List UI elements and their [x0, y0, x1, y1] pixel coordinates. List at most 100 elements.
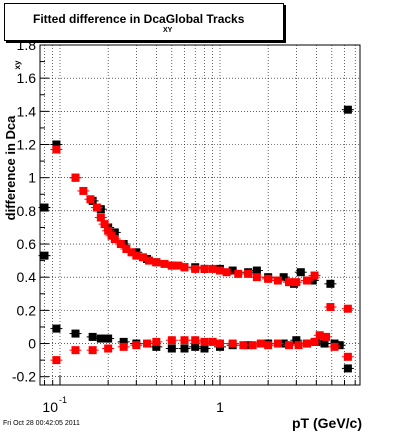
- y-axis-label-subscript: xy: [13, 60, 22, 69]
- y-tick-label: 1.8: [17, 37, 37, 53]
- data-point: [215, 266, 224, 275]
- x-tick-label: 1: [216, 399, 224, 415]
- data-point: [294, 341, 303, 350]
- chart-title: Fitted difference in DcaGlobal Tracks: [33, 12, 244, 26]
- data-point: [315, 331, 324, 340]
- data-point: [200, 264, 209, 273]
- data-point: [116, 240, 125, 249]
- data-point: [256, 339, 265, 348]
- data-point: [310, 337, 319, 346]
- data-point: [234, 269, 243, 278]
- data-point: [320, 339, 329, 348]
- data-point: [86, 195, 95, 204]
- data-point: [322, 332, 331, 341]
- data-point: [174, 261, 183, 270]
- data-point: [248, 341, 257, 350]
- data-point: [191, 336, 200, 345]
- timestamp-footer: Fri Oct 28 00:42:05 2011: [3, 420, 80, 427]
- data-point: [160, 259, 169, 268]
- chart-title-subscript: XY: [163, 27, 173, 34]
- data-point: [215, 339, 224, 348]
- data-point: [96, 213, 105, 222]
- data-point: [228, 339, 237, 348]
- data-point: [285, 341, 294, 350]
- plot-border: [39, 44, 361, 386]
- data-point: [303, 276, 312, 285]
- data-point: [343, 352, 352, 361]
- data-point: [71, 173, 80, 182]
- data-point: [104, 226, 113, 235]
- data-point: [252, 266, 261, 275]
- chart-title-text: Fitted difference in Dca: [33, 12, 166, 26]
- data-point: [152, 258, 161, 267]
- data-point: [222, 268, 231, 277]
- data-point: [273, 276, 282, 285]
- data-point: [292, 278, 301, 287]
- data-point: [326, 303, 335, 312]
- data-point: [343, 304, 352, 313]
- data-point: [88, 332, 97, 341]
- y-tick-label: 1.6: [17, 70, 37, 86]
- data-point: [200, 337, 209, 346]
- data-point: [239, 341, 248, 350]
- data-point: [71, 329, 80, 338]
- data-point: [92, 203, 101, 212]
- data-point: [71, 346, 80, 355]
- data-point: [88, 346, 97, 355]
- y-tick-label: 0.2: [17, 302, 37, 318]
- data-point: [191, 264, 200, 273]
- data-point: [40, 251, 49, 260]
- data-point: [264, 274, 273, 283]
- data-point: [138, 253, 147, 262]
- x-tick-label: 10: [42, 399, 58, 415]
- data-point: [122, 245, 131, 253]
- data-point: [110, 235, 119, 244]
- y-tick-label: 0.4: [17, 269, 37, 285]
- y-tick-label: 1: [28, 170, 36, 186]
- data-point: [100, 220, 109, 229]
- chart-title-box: Fitted difference in DcaGlobal Tracks XY: [4, 3, 284, 41]
- data-point: [343, 364, 352, 373]
- data-point: [52, 145, 61, 154]
- data-point: [79, 186, 88, 195]
- data-point: [330, 342, 339, 351]
- plot-frame: [39, 44, 361, 386]
- data-point: [119, 342, 128, 351]
- data-point: [208, 337, 217, 346]
- data-point: [132, 341, 141, 350]
- data-point: [167, 261, 176, 270]
- data-point: [273, 339, 282, 348]
- data-point: [127, 248, 136, 257]
- data-point: [200, 344, 209, 353]
- data-point: [208, 264, 217, 273]
- data-point: [167, 344, 176, 353]
- data-point: [52, 140, 61, 149]
- y-tick-label: 0.8: [17, 203, 37, 219]
- data-point: [167, 336, 176, 345]
- y-axis-label-subscript-group: xy: [13, 60, 22, 69]
- data-point: [180, 336, 189, 345]
- y-tick-label: 1.4: [17, 103, 37, 119]
- axis-ticks: -0.2 0 0.2 0.4 0.6 0.8 1 1.2 1.4 1.6 1.8 10 -1 1: [12, 37, 356, 415]
- data-point: [303, 339, 312, 348]
- data-point: [292, 336, 301, 345]
- grid-lines: [40, 44, 360, 385]
- y-tick-label: 0.6: [17, 236, 37, 252]
- data-point: [180, 344, 189, 353]
- data-point: [143, 339, 152, 348]
- y-axis-label-group: difference in Dca: [3, 115, 18, 221]
- data-point: [152, 342, 161, 351]
- data-point: [104, 334, 113, 343]
- data-point: [132, 251, 141, 260]
- data-point: [96, 334, 105, 343]
- data-point: [326, 279, 335, 288]
- data-point: [40, 203, 49, 212]
- data-point: [244, 269, 253, 278]
- data-point: [279, 273, 288, 282]
- data-point: [52, 324, 61, 333]
- y-tick-label: 1.2: [17, 137, 37, 153]
- data-point: [296, 268, 305, 277]
- data-point: [152, 337, 161, 346]
- y-axis-label: difference in Dca: [3, 115, 18, 221]
